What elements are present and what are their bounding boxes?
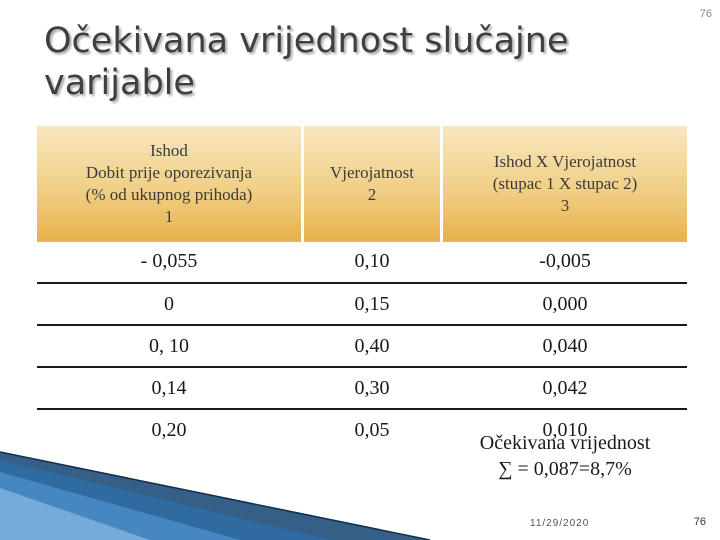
table-row: 0,14 0,30 0,042: [37, 368, 687, 410]
header-line: Dobit prije oporezivanja: [85, 163, 253, 182]
footer-date: 11/29/2020: [530, 518, 590, 529]
summary-label: Očekivana vrijednost: [479, 432, 651, 454]
corner-slide-number: 76: [699, 8, 712, 20]
table-cell-probability: 0,30: [354, 377, 390, 399]
header-cell-probability: Vjerojatnost 2: [304, 126, 440, 242]
header-line: Vjerojatnost: [329, 163, 415, 182]
header-cell-outcome: Ishod Dobit prije oporezivanja (% od uku…: [37, 126, 301, 242]
table-cell-product: -0,005: [539, 250, 591, 272]
expected-value-table: Ishod Dobit prije oporezivanja (% od uku…: [37, 126, 687, 450]
table-cell-product: 0,010: [542, 419, 588, 441]
table-cell-product: 0,042: [542, 377, 588, 399]
header-line: 1: [164, 207, 174, 226]
table-cell-product: 0,000: [542, 293, 588, 315]
header-line: (% od ukupnog prihoda): [85, 185, 253, 204]
slide-title: Očekivana vrijednost slučajne varijable: [44, 21, 569, 103]
decorative-wave-graphic: [0, 451, 430, 540]
table-cell-probability: 0,15: [354, 293, 390, 315]
table-row: - 0,055 0,10 -0,005: [37, 242, 687, 284]
expected-value-summary: Očekivana vrijednost ∑ = 0,087=8,7%: [443, 430, 687, 482]
table-cell-product: 0,040: [542, 335, 588, 357]
table-row: 0, 10 0,40 0,040: [37, 326, 687, 368]
summary-formula: ∑ = 0,087=8,7%: [498, 458, 632, 480]
header-line: (stupac 1 X stupac 2): [492, 174, 638, 193]
header-line: 3: [560, 196, 570, 215]
table-row: 0 0,15 0,000: [37, 284, 687, 326]
table-row: 0,20 0,05 0,010: [37, 410, 687, 450]
header-line: Ishod X Vjerojatnost: [493, 152, 637, 171]
table-cell-probability: 0,10: [354, 250, 390, 272]
header-line: 2: [367, 185, 377, 204]
table-cell-probability: 0,05: [354, 419, 390, 441]
table-cell-outcome: - 0,055: [140, 250, 198, 272]
table-cell-outcome: 0, 10: [149, 335, 189, 357]
footer-page-number: 76: [693, 516, 706, 528]
table-cell-probability: 0,40: [354, 335, 390, 357]
header-line: Ishod: [150, 141, 188, 160]
header-cell-product: Ishod X Vjerojatnost (stupac 1 X stupac …: [443, 126, 687, 242]
table-cell-outcome: 0,20: [151, 419, 187, 441]
table-cell-outcome: 0: [164, 293, 174, 315]
table-header-row: Ishod Dobit prije oporezivanja (% od uku…: [37, 126, 687, 242]
table-cell-outcome: 0,14: [151, 377, 187, 399]
